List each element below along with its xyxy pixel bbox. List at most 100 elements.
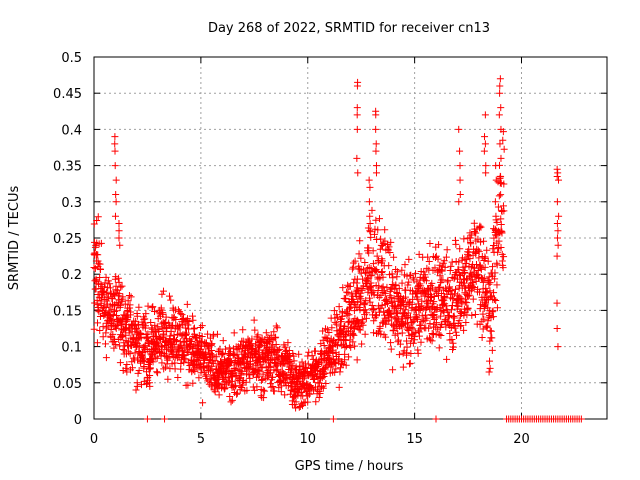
data-point (372, 216, 380, 224)
data-point (245, 371, 253, 379)
data-point (304, 398, 312, 406)
data-point (112, 340, 120, 348)
data-point (102, 329, 110, 337)
data-point (347, 343, 355, 351)
data-point (479, 278, 487, 286)
data-point (497, 125, 505, 133)
data-point (304, 360, 312, 368)
data-point (94, 251, 102, 259)
data-point (218, 349, 226, 357)
data-point (414, 349, 422, 357)
data-point (455, 198, 463, 206)
data-point (271, 334, 279, 342)
data-point (394, 330, 402, 338)
data-point (486, 357, 494, 365)
data-point (469, 295, 477, 303)
data-point (95, 308, 103, 316)
data-point (184, 381, 192, 389)
data-point (500, 207, 508, 215)
data-point (476, 320, 484, 328)
data-point (321, 364, 329, 372)
grid-lines (94, 57, 607, 419)
data-point (480, 274, 488, 282)
data-point (93, 339, 101, 347)
data-point (325, 328, 333, 336)
data-point (94, 213, 102, 221)
data-point (318, 374, 326, 382)
data-point (225, 344, 233, 352)
data-point (174, 306, 182, 314)
data-point (376, 245, 384, 253)
data-point (290, 357, 298, 365)
data-point (246, 341, 254, 349)
data-point (113, 312, 121, 320)
data-point (430, 298, 438, 306)
data-point (462, 319, 470, 327)
data-point (383, 283, 391, 291)
data-point (270, 387, 278, 395)
data-point (361, 330, 369, 338)
data-point (341, 322, 349, 330)
data-point (189, 316, 197, 324)
data-point (498, 207, 506, 215)
data-point (251, 326, 259, 334)
data-point (267, 383, 275, 391)
data-point (220, 385, 228, 393)
data-point (122, 364, 130, 372)
data-point (146, 382, 154, 390)
data-point (415, 332, 423, 340)
data-point (495, 192, 503, 200)
data-point (96, 273, 104, 281)
data-point (139, 356, 147, 364)
data-point (476, 288, 484, 296)
data-point (432, 319, 440, 327)
data-point (174, 325, 182, 333)
data-point (553, 252, 561, 260)
data-point (488, 346, 496, 354)
data-point (466, 255, 474, 263)
data-point (100, 310, 108, 318)
data-point (97, 239, 105, 247)
data-point (174, 373, 182, 381)
data-point (491, 275, 499, 283)
data-point (273, 324, 281, 332)
data-point (442, 253, 450, 261)
data-point (265, 362, 273, 370)
data-point (413, 314, 421, 322)
data-point (361, 306, 369, 314)
data-point (443, 278, 451, 286)
data-point (376, 274, 384, 282)
data-point (451, 285, 459, 293)
data-point (111, 147, 119, 155)
data-point (398, 279, 406, 287)
data-point (213, 353, 221, 361)
data-point (114, 286, 122, 294)
data-point (158, 359, 166, 367)
data-point (325, 354, 333, 362)
data-point (96, 327, 104, 335)
data-point (366, 227, 374, 235)
data-point (476, 222, 484, 230)
data-point (345, 353, 353, 361)
data-point (465, 248, 473, 256)
data-point (496, 75, 504, 83)
data-point (119, 345, 127, 353)
data-point (449, 343, 457, 351)
data-point (126, 301, 134, 309)
data-point (554, 241, 562, 249)
data-point (288, 362, 296, 370)
data-point (483, 324, 491, 332)
data-point (132, 325, 140, 333)
data-point (319, 384, 327, 392)
data-point (362, 296, 370, 304)
data-point (133, 382, 141, 390)
data-point (237, 371, 245, 379)
data-point (159, 287, 167, 295)
data-point (312, 398, 320, 406)
data-point (172, 316, 180, 324)
y-tick-label: 0.2 (61, 268, 82, 283)
data-point (415, 307, 423, 315)
data-point (472, 229, 480, 237)
data-point (389, 366, 397, 374)
data-point (146, 364, 154, 372)
